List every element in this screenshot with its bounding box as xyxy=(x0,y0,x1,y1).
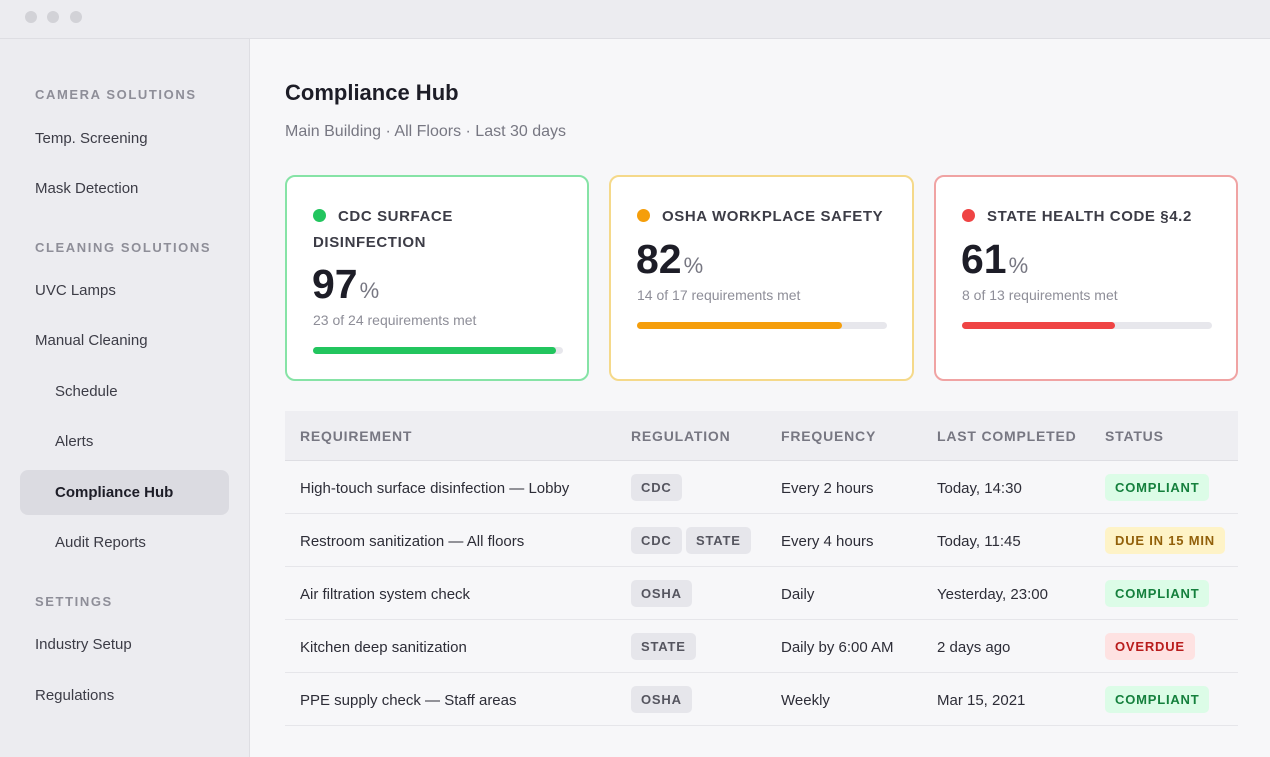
regulation-tag[interactable]: OSHA xyxy=(631,686,692,713)
sidebar: CAMERA SOLUTIONS Temp. Screening Mask De… xyxy=(0,39,250,757)
card-title: STATE HEALTH CODE §4.2 xyxy=(987,208,1192,225)
section-heading-cleaning: CLEANING SOLUTIONS xyxy=(35,240,212,255)
column-header-last-completed[interactable]: LAST COMPLETED xyxy=(937,428,1077,444)
frequency-cell: Every 4 hours xyxy=(781,533,874,550)
card-progress-fill xyxy=(313,347,556,354)
card-percent: 97% xyxy=(312,261,380,307)
regulation-tag[interactable]: STATE xyxy=(631,633,696,660)
requirement-cell: Restroom sanitization — All floors xyxy=(300,533,525,550)
frequency-cell: Daily xyxy=(781,586,815,603)
card-progress-bar xyxy=(637,322,887,329)
card-title: CDC SURFACE DISINFECTION xyxy=(313,208,453,251)
compliance-card-cdc[interactable]: CDC SURFACE DISINFECTION 97% 23 of 24 re… xyxy=(285,175,589,381)
card-percent: 61% xyxy=(961,236,1029,282)
sidebar-item-compliance-hub-highlight[interactable] xyxy=(20,470,229,515)
card-progress-fill xyxy=(637,322,842,329)
compliance-card-state[interactable]: STATE HEALTH CODE §4.2 61% 8 of 13 requi… xyxy=(934,175,1238,381)
last-completed-cell: Today, 11:45 xyxy=(937,533,1021,550)
sidebar-item-industry-setup[interactable]: Industry Setup xyxy=(35,636,132,653)
table-header: REQUIREMENT REGULATION FREQUENCY LAST CO… xyxy=(285,411,1238,461)
sidebar-item-audit-reports[interactable]: Audit Reports xyxy=(55,534,146,551)
card-requirements-met: 23 of 24 requirements met xyxy=(313,312,477,328)
requirement-cell: Air filtration system check xyxy=(300,586,471,603)
requirement-cell: Kitchen deep sanitization xyxy=(300,639,467,656)
table-row[interactable]: High-touch surface disinfection — Lobby C… xyxy=(285,461,1238,514)
card-requirements-met: 14 of 17 requirements met xyxy=(637,287,801,303)
status-badge: COMPLIANT xyxy=(1105,580,1210,607)
last-completed-cell: Mar 15, 2021 xyxy=(937,692,1026,709)
column-header-status[interactable]: STATUS xyxy=(1105,428,1164,444)
window-zoom-button[interactable] xyxy=(70,11,82,23)
table-row[interactable]: Kitchen deep sanitization STATE Daily by 6… xyxy=(285,620,1238,673)
table-row[interactable]: PPE supply check — Staff areas OSHA Weekly… xyxy=(285,673,1238,726)
last-completed-cell: Yesterday, 23:00 xyxy=(937,586,1048,603)
sidebar-item-regulations[interactable]: Regulations xyxy=(35,687,115,704)
sidebar-item-manual-cleaning[interactable]: Manual Cleaning xyxy=(35,332,148,349)
table-row[interactable]: Air filtration system check OSHA Daily Yest… xyxy=(285,567,1238,620)
card-progress-bar xyxy=(962,322,1212,329)
requirement-cell: PPE supply check — Staff areas xyxy=(300,692,517,709)
status-dot-icon xyxy=(962,209,975,222)
last-completed-cell: Today, 14:30 xyxy=(937,480,1022,497)
column-header-regulation[interactable]: REGULATION xyxy=(631,428,731,444)
card-percent: 82% xyxy=(636,236,704,282)
status-dot-icon xyxy=(313,209,326,222)
status-badge: DUE IN 15 MIN xyxy=(1105,527,1225,554)
section-heading-camera: CAMERA SOLUTIONS xyxy=(35,87,197,102)
frequency-cell: Every 2 hours xyxy=(781,480,874,497)
card-progress-bar xyxy=(313,347,563,354)
card-progress-fill xyxy=(962,322,1115,329)
requirement-cell: High-touch surface disinfection — Lobby xyxy=(300,480,570,497)
status-badge: COMPLIANT xyxy=(1105,474,1210,501)
frequency-cell: Weekly xyxy=(781,692,830,709)
last-completed-cell: 2 days ago xyxy=(937,639,1011,656)
card-title: OSHA WORKPLACE SAFETY xyxy=(662,208,884,225)
regulation-tag[interactable]: STATE xyxy=(686,527,751,554)
regulation-tag[interactable]: CDC xyxy=(631,474,682,501)
table-row[interactable]: Restroom sanitization — All floors CDC STA… xyxy=(285,514,1238,567)
sidebar-item-alerts[interactable]: Alerts xyxy=(55,433,94,450)
compliance-card-osha[interactable]: OSHA WORKPLACE SAFETY 82% 14 of 17 requi… xyxy=(609,175,914,381)
status-dot-icon xyxy=(637,209,650,222)
status-badge: OVERDUE xyxy=(1105,633,1195,660)
card-requirements-met: 8 of 13 requirements met xyxy=(962,287,1118,303)
window-close-button[interactable] xyxy=(25,11,37,23)
regulation-tag[interactable]: CDC xyxy=(631,527,682,554)
window-minimize-button[interactable] xyxy=(47,11,59,23)
sidebar-item-uvc-lamps[interactable]: UVC Lamps xyxy=(35,282,116,299)
sidebar-item-mask-detection[interactable]: Mask Detection xyxy=(35,180,139,197)
sidebar-item-temp-screening[interactable]: Temp. Screening xyxy=(35,130,148,147)
sidebar-item-schedule[interactable]: Schedule xyxy=(55,383,118,400)
sidebar-item-compliance-hub[interactable]: Compliance Hub xyxy=(55,484,174,501)
section-heading-settings: SETTINGS xyxy=(35,594,113,609)
window-titlebar xyxy=(0,0,1270,39)
page-title: Compliance Hub xyxy=(285,80,459,105)
main-content: Compliance Hub Main Building · All Floor… xyxy=(250,39,1270,757)
status-badge: COMPLIANT xyxy=(1105,686,1210,713)
column-header-frequency[interactable]: FREQUENCY xyxy=(781,428,877,444)
column-header-requirement[interactable]: REQUIREMENT xyxy=(300,428,413,444)
page-subtitle: Main Building · All Floors · Last 30 day… xyxy=(285,123,567,140)
frequency-cell: Daily by 6:00 AM xyxy=(781,639,894,656)
regulation-tag[interactable]: OSHA xyxy=(631,580,692,607)
